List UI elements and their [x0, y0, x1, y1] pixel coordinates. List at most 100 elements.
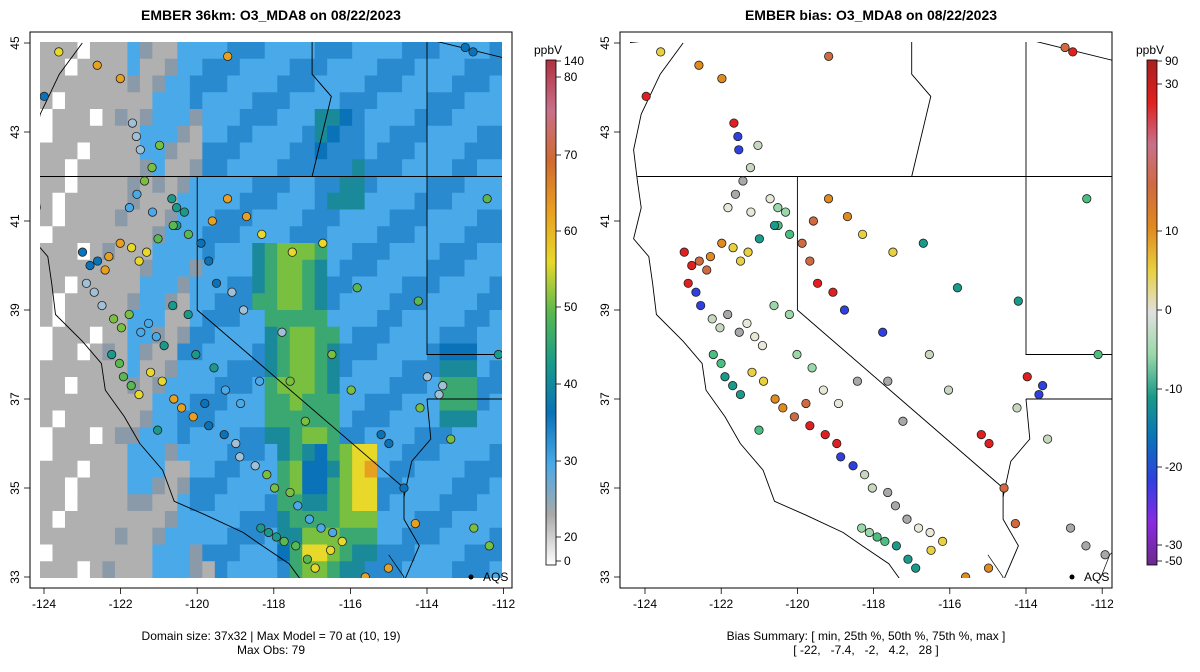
grid-cell [302, 377, 316, 395]
grid-cell [302, 494, 316, 512]
grid-cell [102, 427, 116, 445]
grid-cell [102, 125, 116, 144]
grid-cell [389, 226, 403, 244]
grid-cell [189, 58, 203, 77]
grid-cell [327, 326, 341, 345]
grid-cell [489, 259, 502, 278]
grid-cell [477, 310, 491, 328]
grid-cell [464, 226, 478, 244]
left-panel-title: EMBER 36km: O3_MDA8 on 08/22/2023 [141, 7, 401, 23]
station-point [222, 194, 233, 204]
grid-cell [464, 58, 478, 77]
grid-cell [364, 310, 378, 328]
grid-cell [489, 142, 502, 160]
grid-cell [414, 310, 428, 328]
grid-cell [352, 527, 366, 546]
grid-cell [152, 393, 166, 412]
grid-cell [239, 276, 253, 294]
grid-cell [264, 427, 278, 445]
station-point [250, 461, 260, 471]
station-point [770, 394, 780, 404]
grid-cell [377, 511, 391, 529]
grid-cell [352, 343, 366, 361]
y-tick-label: 41 [8, 214, 22, 228]
grid-cell [489, 477, 502, 495]
grid-cell [52, 544, 66, 562]
grid-cell [139, 42, 153, 60]
grid-cell [102, 477, 116, 495]
grid-cell [489, 192, 502, 211]
grid-cell [314, 109, 328, 127]
grid-cell [289, 109, 303, 127]
grid-cell [452, 427, 466, 445]
grid-cell [289, 42, 303, 60]
x-tick-label: -120 [785, 597, 809, 611]
grid-cell [40, 226, 54, 244]
station-point [147, 163, 157, 173]
grid-cell [164, 58, 178, 77]
grid-cell [464, 259, 478, 278]
station-point [196, 238, 206, 248]
grid-cell [40, 360, 54, 378]
station-point [758, 376, 769, 386]
grid-cell [252, 176, 266, 194]
y-tick-label: 37 [8, 392, 22, 406]
grid-cell [89, 192, 104, 211]
grid-cell [464, 243, 478, 261]
grid-cell [402, 410, 416, 428]
grid-cell [264, 109, 278, 127]
grid-cell [389, 427, 403, 445]
grid-cell [389, 58, 403, 77]
grid-cell [52, 326, 66, 345]
station-point [516, 555, 524, 563]
grid-cell [402, 360, 416, 378]
station-point [220, 385, 230, 395]
station-point [279, 536, 289, 547]
grid-cell [377, 377, 391, 395]
grid-cell [277, 209, 291, 227]
grid-cell [289, 209, 303, 227]
station-point [734, 327, 744, 337]
grid-cell [389, 310, 403, 328]
grid-cell [352, 460, 366, 479]
grid-cell [277, 393, 291, 412]
grid-cell [152, 243, 166, 261]
grid-cell [214, 259, 228, 278]
grid-cell [477, 159, 491, 177]
grid-cell [252, 259, 266, 278]
grid-cell [339, 58, 353, 77]
grid-cell [40, 343, 54, 361]
grid-cell [189, 477, 203, 495]
grid-cell [152, 444, 166, 462]
station-point [107, 349, 117, 360]
grid-cell [227, 544, 241, 562]
grid-cell [89, 561, 104, 578]
right-footer-line2: [ -22, -7.4, -2, 4.2, 28 ] [793, 643, 939, 657]
grid-cell [464, 109, 478, 127]
grid-cell [402, 343, 416, 361]
grid-cell [252, 444, 266, 462]
grid-cell [177, 176, 191, 194]
grid-cell [339, 561, 353, 578]
station-point [918, 238, 928, 248]
grid-cell [264, 243, 278, 261]
station-point [747, 367, 757, 377]
grid-cell [389, 176, 403, 194]
grid-cell [227, 92, 241, 110]
grid-cell [477, 360, 491, 378]
station-point [1022, 372, 1032, 382]
grid-cell [364, 192, 378, 211]
grid-cell [414, 494, 428, 512]
station-point [820, 429, 830, 440]
grid-cell [314, 444, 328, 462]
station-point [376, 429, 386, 440]
grid-cell [452, 393, 466, 412]
station-point [860, 470, 870, 480]
station-point [720, 372, 730, 382]
grid-cell [414, 58, 428, 77]
grid-cell [339, 460, 353, 479]
grid-cell [189, 393, 203, 412]
grid-cell [214, 176, 228, 194]
grid-cell [164, 561, 178, 578]
grid-cell [164, 176, 178, 194]
